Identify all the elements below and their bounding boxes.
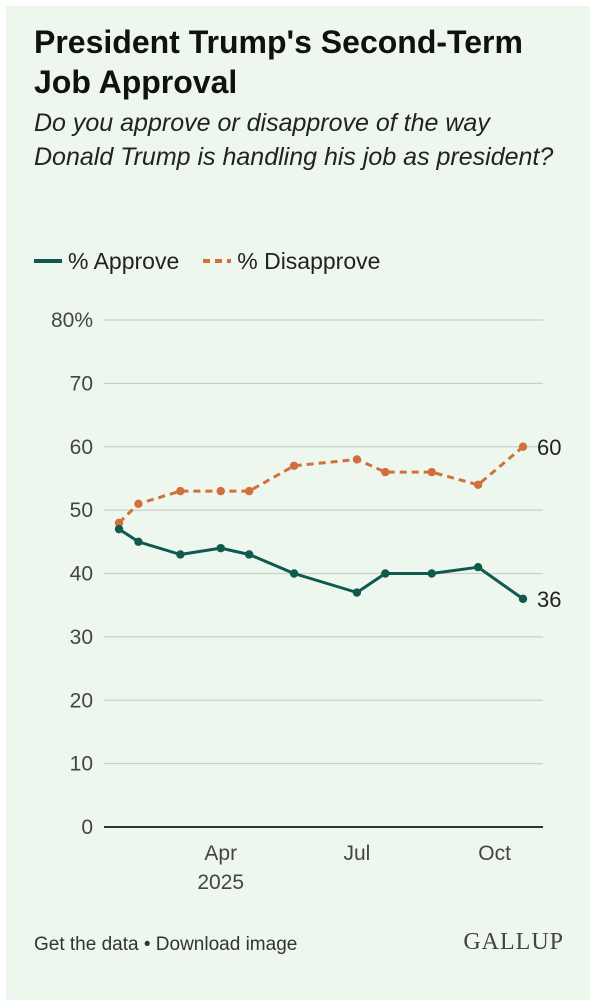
data-point-disapprove <box>518 442 528 451</box>
legend: % Approve % Disapprove <box>34 246 404 276</box>
data-point-approve <box>352 588 362 597</box>
data-point-approve <box>473 562 483 572</box>
legend-label-disapprove: % Disapprove <box>237 247 381 274</box>
download-image-link[interactable]: Download image <box>155 934 298 955</box>
data-point-disapprove <box>216 486 225 496</box>
data-point-approve <box>427 569 436 578</box>
series-line-disapprove <box>117 445 524 524</box>
disapprove-dashed-line-icon <box>203 259 232 263</box>
chart-card <box>6 6 590 1000</box>
end-label-approve: 36 <box>537 587 561 612</box>
line-chart: 0 10 20 30 40 50 60 70 80% Apr 2025 Jul Oct 60 36 <box>51 309 562 894</box>
y-tick-label: 80% <box>51 309 93 332</box>
x-tick-label: Apr <box>204 842 237 865</box>
chart-subtitle: Do you approve or disapprove of the way … <box>34 109 554 171</box>
gallup-logo: GALLUP <box>463 929 564 955</box>
data-point-disapprove <box>134 499 143 508</box>
x-tick-label: Jul <box>343 842 370 865</box>
data-point-approve <box>244 550 254 559</box>
legend-label-approve: % Approve <box>68 247 180 274</box>
data-point-approve <box>176 550 185 559</box>
y-tick-label: 60 <box>70 436 93 459</box>
data-point-approve <box>134 537 143 547</box>
data-point-disapprove <box>176 486 185 496</box>
y-tick-label: 70 <box>70 372 93 395</box>
chart-title: President Trump's Second-Term Job Approv… <box>34 24 523 100</box>
series-line-approve <box>118 527 524 601</box>
y-tick-label: 10 <box>70 753 93 776</box>
y-tick-label: 30 <box>70 626 93 649</box>
data-point-approve <box>518 594 528 604</box>
legend-item-disapprove: % Disapprove <box>203 248 380 275</box>
footer-separator: • <box>138 934 156 955</box>
data-point-approve <box>114 524 124 534</box>
data-point-approve <box>216 543 225 553</box>
data-point-approve <box>289 569 299 578</box>
get-data-link[interactable]: Get the data <box>34 934 139 955</box>
data-point-disapprove <box>289 461 299 470</box>
data-point-disapprove <box>244 486 254 496</box>
y-tick-label: 50 <box>70 499 93 522</box>
legend-item-approve: % Approve <box>34 248 179 275</box>
x-tick-label: Oct <box>478 842 511 865</box>
data-point-approve <box>381 569 390 578</box>
data-point-disapprove <box>381 467 390 477</box>
data-point-disapprove <box>114 518 124 527</box>
x-tick-sublabel: 2025 <box>197 871 244 894</box>
end-label-disapprove: 60 <box>537 435 561 460</box>
y-tick-label: 20 <box>70 689 93 712</box>
footer-links: Get the data • Download image <box>34 934 297 956</box>
data-point-disapprove <box>473 480 483 489</box>
approve-line-icon <box>34 259 62 263</box>
data-point-disapprove <box>427 467 436 477</box>
data-point-disapprove <box>352 455 362 464</box>
y-tick-label: 40 <box>70 563 93 586</box>
y-tick-label: 0 <box>81 816 93 839</box>
